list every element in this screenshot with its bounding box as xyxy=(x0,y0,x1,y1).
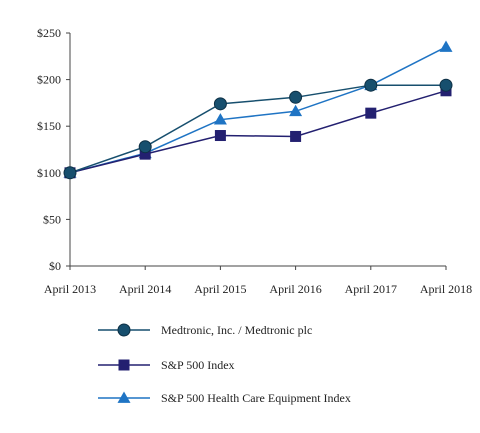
data-point-circle xyxy=(213,97,227,111)
series-line-square xyxy=(69,90,447,174)
x-axis-ticks: April 2013 April 2014 April 2015 April 2016… xyxy=(44,266,472,296)
legend-marker-triangle xyxy=(117,391,131,403)
legend-item: S&P 500 Index xyxy=(98,358,235,372)
series-layer xyxy=(63,40,453,180)
data-point-circle xyxy=(138,140,152,154)
y-tick-label: $100 xyxy=(37,166,61,180)
data-point-triangle xyxy=(213,113,227,125)
legend-label: S&P 500 Health Care Equipment Index xyxy=(161,391,351,405)
data-point-triangle xyxy=(439,40,453,52)
legend-label: S&P 500 Index xyxy=(161,358,235,372)
legend-marker-circle xyxy=(117,323,131,337)
x-tick-label: April 2017 xyxy=(345,282,397,296)
y-tick-label: $250 xyxy=(37,26,61,40)
x-tick-label: April 2016 xyxy=(269,282,321,296)
legend-item: S&P 500 Health Care Equipment Index xyxy=(98,391,351,405)
data-point-square xyxy=(365,107,377,119)
y-axis-ticks: $0 $50 $100 $150 $200 $250 xyxy=(37,26,70,273)
y-tick-label: $200 xyxy=(37,73,61,87)
data-point-circle xyxy=(439,78,453,92)
legend-marker-square xyxy=(118,359,130,371)
y-tick-label: $150 xyxy=(37,119,61,133)
y-tick-label: $0 xyxy=(49,259,61,273)
data-point-square xyxy=(139,148,151,160)
x-tick-label: April 2018 xyxy=(420,282,472,296)
series-line-circle xyxy=(69,84,446,174)
data-point-triangle xyxy=(289,104,303,117)
x-tick-label: April 2014 xyxy=(119,282,171,296)
data-point-circle xyxy=(63,166,77,180)
data-point-circle xyxy=(289,90,303,104)
x-tick-label: April 2013 xyxy=(44,282,96,296)
data-point-square xyxy=(290,130,302,142)
y-tick-label: $50 xyxy=(43,212,61,226)
legend-item: Medtronic, Inc. / Medtronic plc xyxy=(98,323,312,337)
data-point-square xyxy=(214,130,226,142)
legend-label: Medtronic, Inc. / Medtronic plc xyxy=(161,323,312,337)
axes xyxy=(69,33,446,267)
legend: Medtronic, Inc. / Medtronic plc S&P 500 I… xyxy=(98,323,351,405)
data-point-circle xyxy=(364,78,378,92)
series-line-triangle xyxy=(69,46,447,174)
x-tick-label: April 2015 xyxy=(194,282,246,296)
